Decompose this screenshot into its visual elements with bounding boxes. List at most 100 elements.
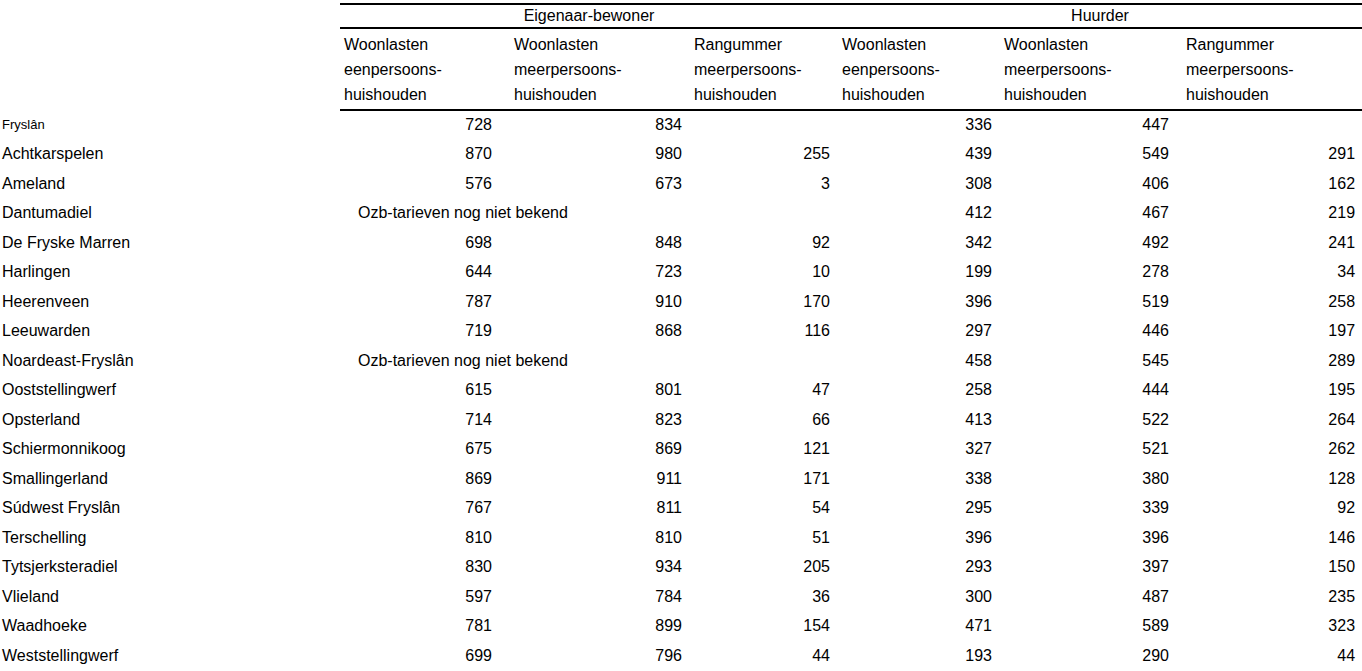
municipality-name: Vlieland (0, 582, 340, 612)
value-cell: 205 (690, 553, 838, 583)
municipality-name: Smallingerland (0, 464, 340, 494)
value-cell: 492 (1000, 228, 1182, 258)
value-cell: 258 (838, 376, 1000, 406)
column-header-eigenaar-woonlasten-eenpersoons: Woonlasten eenpersoons- huishouden (340, 28, 510, 110)
value-cell: 698 (340, 228, 510, 258)
table-row: Weststellingwerf6997964419329044 (0, 641, 1362, 671)
municipality-name: Schiermonnikoog (0, 435, 340, 465)
value-cell: 146 (1182, 523, 1362, 553)
value-cell: 10 (690, 258, 838, 288)
municipality-name: Súdwest Fryslân (0, 494, 340, 524)
table-row: Schiermonnikoog675869121327521262 (0, 435, 1362, 465)
value-cell: 549 (1000, 140, 1182, 170)
value-cell: 396 (838, 287, 1000, 317)
value-cell: 193 (838, 641, 1000, 671)
value-cell: 439 (838, 140, 1000, 170)
table-row: Leeuwarden719868116297446197 (0, 317, 1362, 347)
value-cell: 412 (838, 199, 1000, 229)
table-body: Fryslân728834336447Achtkarspelen87098025… (0, 110, 1362, 671)
group-header-eigenaar-bewoner: Eigenaar-bewoner (340, 4, 838, 28)
value-cell: 289 (1182, 346, 1362, 376)
value-cell: 121 (690, 435, 838, 465)
municipality-name: Ameland (0, 169, 340, 199)
value-cell: 458 (838, 346, 1000, 376)
value-cell: 291 (1182, 140, 1362, 170)
value-cell: 673 (510, 169, 690, 199)
value-cell: 293 (838, 553, 1000, 583)
column-header-huurder-rangummer-meerpersoons: Rangummer meerpersoons- huishouden (1182, 28, 1362, 110)
value-cell: 396 (838, 523, 1000, 553)
municipality-name: Tytsjerksteradiel (0, 553, 340, 583)
value-cell: 784 (510, 582, 690, 612)
value-cell: 51 (690, 523, 838, 553)
value-cell: 295 (838, 494, 1000, 524)
value-cell: 300 (838, 582, 1000, 612)
value-cell: 934 (510, 553, 690, 583)
column-header-huurder-woonlasten-meerpersoons: Woonlasten meerpersoons- huishouden (1000, 28, 1182, 110)
value-cell: 870 (340, 140, 510, 170)
value-cell: 487 (1000, 582, 1182, 612)
table-row: Tytsjerksteradiel830934205293397150 (0, 553, 1362, 583)
value-cell: 644 (340, 258, 510, 288)
municipality-name: Waadhoeke (0, 612, 340, 642)
value-cell: 869 (340, 464, 510, 494)
value-cell: 522 (1000, 405, 1182, 435)
value-cell (1182, 110, 1362, 140)
value-cell: 92 (1182, 494, 1362, 524)
value-cell: 811 (510, 494, 690, 524)
value-cell: 258 (1182, 287, 1362, 317)
table-row: Noardeast-FryslânOzb-tarieven nog niet b… (0, 346, 1362, 376)
column-header-eigenaar-rangummer-meerpersoons: Rangummer meerpersoons- huishouden (690, 28, 838, 110)
value-cell: 327 (838, 435, 1000, 465)
value-cell: 262 (1182, 435, 1362, 465)
value-cell: 219 (1182, 199, 1362, 229)
value-cell: 150 (1182, 553, 1362, 583)
value-cell: 47 (690, 376, 838, 406)
missing-data-note: Ozb-tarieven nog niet bekend (340, 346, 838, 376)
value-cell: 308 (838, 169, 1000, 199)
municipality-name: Weststellingwerf (0, 641, 340, 671)
value-cell: 699 (340, 641, 510, 671)
value-cell: 446 (1000, 317, 1182, 347)
value-cell: 66 (690, 405, 838, 435)
value-cell: 36 (690, 582, 838, 612)
value-cell: 521 (1000, 435, 1182, 465)
value-cell: 92 (690, 228, 838, 258)
value-cell (690, 110, 838, 140)
table-row: DantumadielOzb-tarieven nog niet bekend4… (0, 199, 1362, 229)
value-cell: 264 (1182, 405, 1362, 435)
value-cell: 980 (510, 140, 690, 170)
value-cell: 576 (340, 169, 510, 199)
value-cell: 810 (510, 523, 690, 553)
value-cell: 44 (690, 641, 838, 671)
corner-blank-cell (0, 4, 340, 28)
value-cell: 297 (838, 317, 1000, 347)
municipality-name: Harlingen (0, 258, 340, 288)
corner-blank-cell (0, 28, 340, 110)
value-cell: 796 (510, 641, 690, 671)
value-cell: 801 (510, 376, 690, 406)
value-cell: 869 (510, 435, 690, 465)
value-cell: 406 (1000, 169, 1182, 199)
municipality-name: Fryslân (0, 110, 340, 140)
value-cell: 396 (1000, 523, 1182, 553)
value-cell: 597 (340, 582, 510, 612)
value-cell: 338 (838, 464, 1000, 494)
value-cell: 714 (340, 405, 510, 435)
municipality-name: Leeuwarden (0, 317, 340, 347)
value-cell: 235 (1182, 582, 1362, 612)
value-cell: 241 (1182, 228, 1362, 258)
value-cell: 767 (340, 494, 510, 524)
value-cell: 848 (510, 228, 690, 258)
value-cell: 675 (340, 435, 510, 465)
municipality-name: Dantumadiel (0, 199, 340, 229)
value-cell: 380 (1000, 464, 1182, 494)
table-row: Harlingen6447231019927834 (0, 258, 1362, 288)
value-cell: 834 (510, 110, 690, 140)
value-cell: 467 (1000, 199, 1182, 229)
column-header-row: Woonlasten eenpersoons- huishouden Woonl… (0, 28, 1362, 110)
value-cell: 823 (510, 405, 690, 435)
value-cell: 44 (1182, 641, 1362, 671)
municipality-name: Ooststellingwerf (0, 376, 340, 406)
value-cell: 728 (340, 110, 510, 140)
